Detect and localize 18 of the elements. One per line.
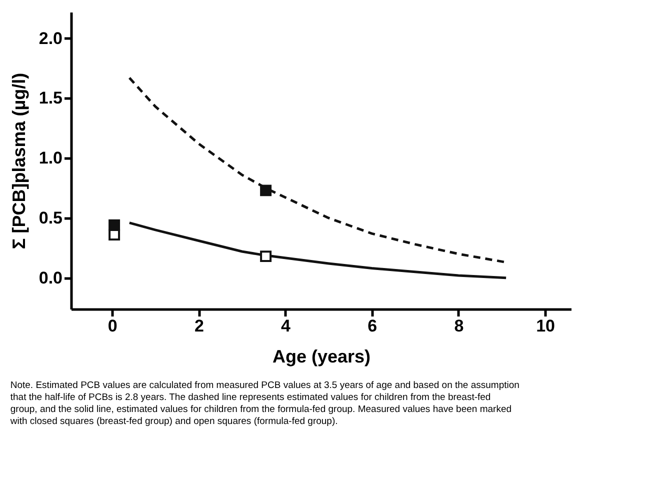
y-tick-label: 1.5 — [38, 88, 62, 108]
x-tick-label: 4 — [281, 316, 292, 336]
y-tick-label: 0.0 — [38, 268, 62, 288]
line-series — [128, 222, 508, 280]
y-tick-label: 0.5 — [38, 208, 62, 228]
x-tick-label: 0 — [108, 316, 118, 336]
point — [260, 184, 272, 196]
y-axis-title: Σ [PCB]plasma (µg/l) — [8, 72, 29, 250]
x-tick-label: 6 — [368, 316, 378, 336]
x-axis-title: Age (years) — [272, 346, 371, 366]
x-tick-label: 10 — [536, 316, 555, 336]
y-tick-label: 2.0 — [38, 28, 62, 48]
point — [108, 229, 120, 240]
point — [260, 250, 272, 262]
x-tick-label: 2 — [194, 316, 204, 336]
text: Note. Estimated PCB values are calculated from measured PCB values at 3.5 years of age and based on the assumption that the half-life of PCBs is 2.8 years. The dashed line represents estimated values for children from the breast-fed group, and the solid line, estimated values for children from the formula-fed group. Measured values have been marked with closed squares (breast-fed group) and open squares (formula-fed group). — [9, 380, 520, 427]
y-tick-label: 1.0 — [38, 148, 62, 168]
x-tick-label: 8 — [454, 316, 464, 336]
